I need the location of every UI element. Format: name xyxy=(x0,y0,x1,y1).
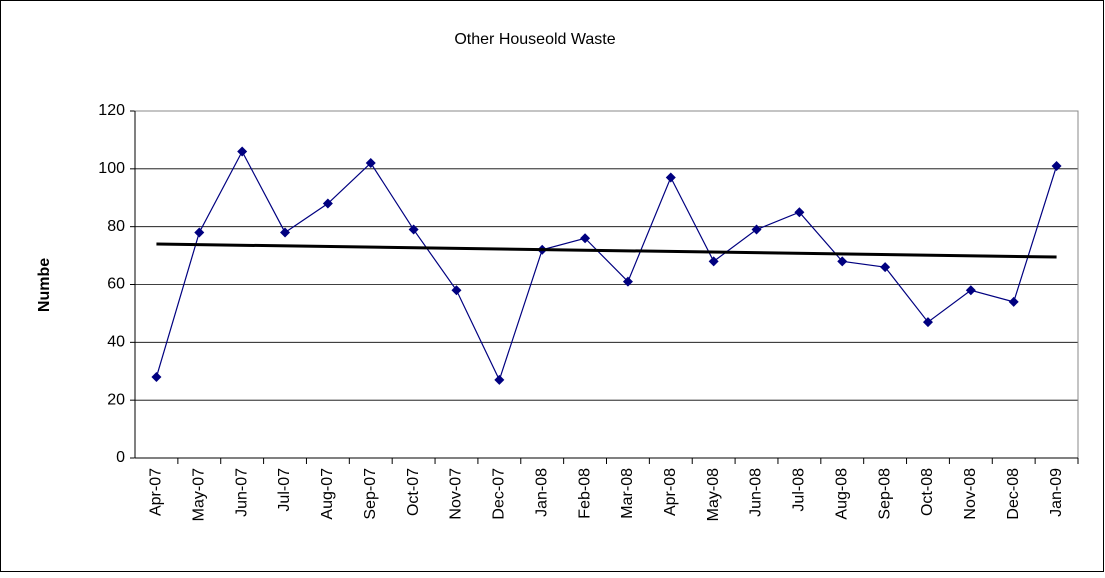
data-point xyxy=(280,227,291,238)
x-tick-label: Aug-08 xyxy=(833,468,850,520)
x-tick-label: Jan-08 xyxy=(533,468,550,517)
data-point xyxy=(1051,160,1062,171)
data-line xyxy=(155,150,1058,382)
y-tick-label: 80 xyxy=(107,218,125,235)
x-tick-label: Nov-08 xyxy=(962,468,979,520)
data-point xyxy=(965,285,976,296)
data-point xyxy=(451,285,462,296)
y-tick-label: 100 xyxy=(98,160,125,177)
x-tick-label: Sep-07 xyxy=(362,468,379,520)
x-tick-label: Jun-07 xyxy=(233,468,250,517)
x-tick-label: Jun-08 xyxy=(748,468,765,517)
x-tick-label: Nov-07 xyxy=(448,468,465,520)
chart-title: Other Houseold Waste xyxy=(454,31,615,48)
x-tick-label: Aug-07 xyxy=(319,468,336,520)
x-tick-label: Jan-09 xyxy=(1048,468,1065,517)
x-tick-label: May-08 xyxy=(705,468,722,521)
y-tick-label: 60 xyxy=(107,276,125,293)
x-tick-label: Jul-07 xyxy=(276,468,293,512)
data-point xyxy=(408,224,419,235)
data-point xyxy=(837,256,848,267)
y-axis-label: Numbe xyxy=(36,258,53,312)
trend-line xyxy=(156,242,1057,259)
data-point xyxy=(665,172,676,183)
x-tick-label: May-07 xyxy=(191,468,208,521)
data-point xyxy=(751,224,762,235)
y-tick-label: 40 xyxy=(107,334,125,351)
data-point xyxy=(365,158,376,169)
data-point xyxy=(237,146,248,157)
data-point xyxy=(580,233,591,244)
x-tick-label: Feb-08 xyxy=(576,468,593,519)
x-tick-label: Sep-08 xyxy=(876,468,893,520)
data-point xyxy=(151,372,162,383)
x-tick-label: Apr-07 xyxy=(148,468,165,516)
y-tick-label: 20 xyxy=(107,391,125,408)
x-tick-label: Apr-08 xyxy=(662,468,679,516)
data-point xyxy=(1008,296,1019,307)
data-point xyxy=(622,276,633,287)
x-tick-label: Dec-07 xyxy=(491,468,508,520)
data-point xyxy=(494,374,505,385)
y-tick-label: 0 xyxy=(116,449,125,466)
data-point xyxy=(880,262,891,273)
y-tick-label: 120 xyxy=(98,102,125,119)
x-tick-label: Oct-07 xyxy=(405,468,422,516)
x-tick-label: Jul-08 xyxy=(791,468,808,512)
x-tick-label: Mar-08 xyxy=(619,468,636,519)
x-tick-label: Oct-08 xyxy=(919,468,936,516)
data-point xyxy=(794,207,805,218)
data-point xyxy=(922,317,933,328)
data-point xyxy=(194,227,205,238)
data-point xyxy=(708,256,719,267)
data-point xyxy=(322,198,333,209)
x-tick-label: Dec-08 xyxy=(1005,468,1022,520)
